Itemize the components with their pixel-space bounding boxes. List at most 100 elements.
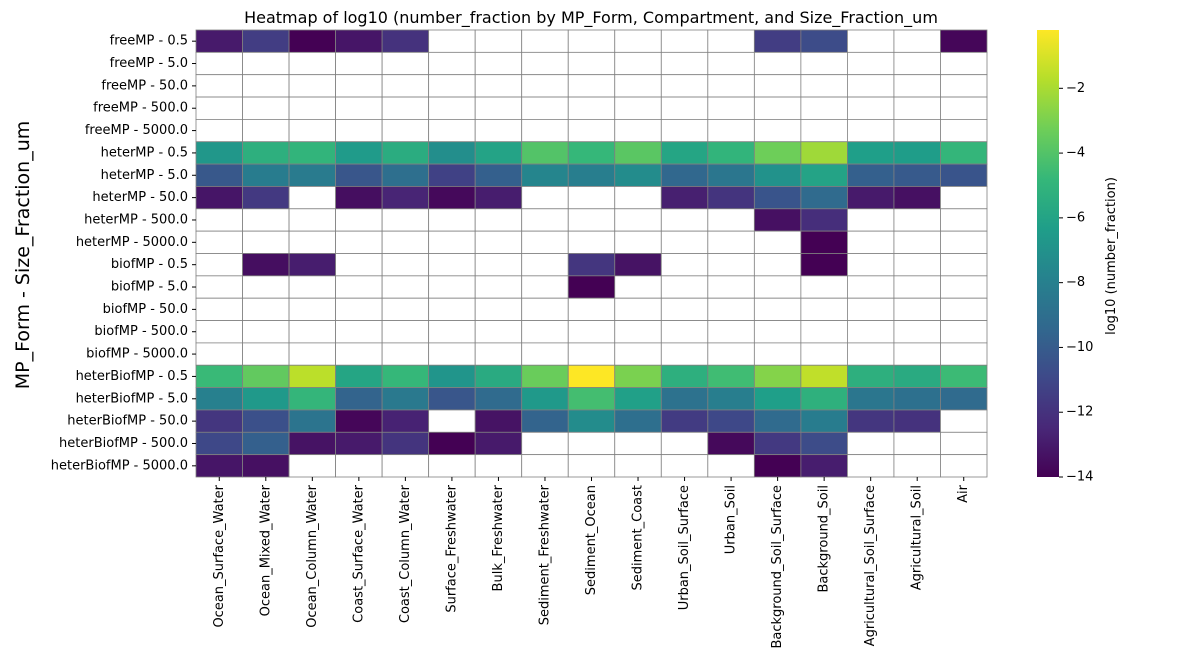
heatmap-cell — [753, 320, 802, 344]
heatmap-cell — [660, 230, 709, 254]
x-tick-label: Sediment_Ocean — [584, 485, 599, 595]
heatmap-cell — [381, 29, 430, 53]
heatmap-cell — [335, 163, 383, 187]
heatmap-cell — [660, 364, 709, 389]
y-tick-label: heterBiofMP - 50.0 — [67, 414, 188, 429]
heatmap-cell — [893, 454, 941, 478]
heatmap-cell — [800, 387, 848, 411]
heatmap-cell — [242, 96, 290, 120]
heatmap-cell — [381, 297, 430, 321]
heatmap-cell — [847, 29, 895, 53]
heatmap-cell — [940, 387, 988, 411]
x-tick-label: Sediment_Coast — [631, 485, 646, 590]
heatmap-cell — [381, 163, 430, 187]
y-tick-label: heterBiofMP - 5.0 — [76, 391, 188, 406]
heatmap-cell — [847, 342, 895, 366]
heatmap-cell — [847, 253, 895, 277]
heatmap-cell — [753, 208, 802, 232]
heatmap-cell — [567, 342, 616, 366]
colorbar-tick-label: −6 — [1066, 210, 1085, 225]
heatmap-cell — [614, 186, 662, 210]
heatmap-cell — [753, 409, 802, 433]
heatmap-cell — [567, 431, 616, 456]
heatmap-cell — [940, 431, 988, 456]
heatmap-cell — [428, 275, 476, 299]
heatmap-cell — [381, 275, 430, 299]
heatmap-cell — [195, 119, 243, 143]
heatmap-cell — [707, 51, 755, 76]
heatmap-cell — [940, 119, 988, 143]
heatmap-cell — [753, 364, 802, 389]
heatmap-cell — [940, 163, 988, 187]
heatmap-cell — [753, 297, 802, 321]
heatmap-cell — [567, 141, 616, 165]
heatmap-cell — [753, 29, 802, 53]
heatmap-cell — [893, 342, 941, 366]
heatmap-cell — [847, 275, 895, 299]
heatmap-cell — [707, 119, 755, 143]
heatmap-cell — [474, 96, 523, 120]
heatmap-cell — [195, 387, 243, 411]
heatmap-cell — [195, 141, 243, 165]
heatmap-cell — [474, 297, 523, 321]
heatmap-cell — [893, 29, 941, 53]
heatmap-cell — [381, 208, 430, 232]
y-tick-label: biofMP - 0.5 — [111, 257, 188, 272]
heatmap-cell — [847, 141, 895, 165]
x-tick-label: Sediment_Freshwater — [537, 484, 552, 625]
heatmap-cell — [381, 141, 430, 165]
heatmap-cell — [195, 431, 243, 456]
heatmap-cell — [614, 230, 662, 254]
heatmap-cell — [288, 275, 336, 299]
heatmap-cell — [288, 74, 336, 98]
heatmap-cell — [335, 431, 383, 456]
heatmap-cell — [800, 208, 848, 232]
heatmap-cell — [707, 342, 755, 366]
heatmap-cell — [521, 96, 569, 120]
heatmap-cell — [567, 297, 616, 321]
heatmap-cell — [381, 364, 430, 389]
heatmap-cell — [660, 253, 709, 277]
heatmap-cell — [242, 253, 290, 277]
x-tick-labels: Ocean_Surface_Water Ocean_Mixed_Water Ocea… — [212, 477, 971, 649]
heatmap-cell — [707, 163, 755, 187]
heatmap-cell — [288, 409, 336, 433]
heatmap-cell — [660, 119, 709, 143]
heatmap-cell — [242, 163, 290, 187]
heatmap-cell — [800, 29, 848, 53]
heatmap-cell — [521, 51, 569, 76]
heatmap-cell — [893, 253, 941, 277]
heatmap-cell — [800, 297, 848, 321]
heatmap-cell — [521, 454, 569, 478]
heatmap-cell — [707, 74, 755, 98]
heatmap-cell — [614, 208, 662, 232]
heatmap-cell — [614, 431, 662, 456]
heatmap-cell — [660, 387, 709, 411]
heatmap-cell — [893, 51, 941, 76]
heatmap-cell — [335, 409, 383, 433]
heatmap-cell — [428, 320, 476, 344]
heatmap-cell — [428, 29, 476, 53]
heatmap-cell — [288, 387, 336, 411]
heatmap-cell — [567, 29, 616, 53]
heatmap-cell — [288, 29, 336, 53]
heatmap-cell — [335, 387, 383, 411]
heatmap-cell — [195, 163, 243, 187]
heatmap-cell — [940, 208, 988, 232]
heatmap-cell — [847, 208, 895, 232]
heatmap-cell — [428, 431, 476, 456]
heatmap-cell — [335, 364, 383, 389]
x-tick-label: Background_Soil_Surface — [770, 485, 785, 649]
heatmap-cell — [242, 208, 290, 232]
colorbar-gradient — [1037, 30, 1059, 477]
heatmap-cell — [521, 253, 569, 277]
heatmap-cell — [893, 320, 941, 344]
heatmap-cell — [707, 96, 755, 120]
x-tick-label: Agricultural_Soil — [910, 485, 925, 590]
heatmap-cell — [893, 74, 941, 98]
heatmap-cell — [660, 297, 709, 321]
heatmap-cell — [521, 275, 569, 299]
heatmap-cell — [567, 275, 616, 299]
heatmap-cell — [614, 29, 662, 53]
heatmap-cell — [474, 387, 523, 411]
